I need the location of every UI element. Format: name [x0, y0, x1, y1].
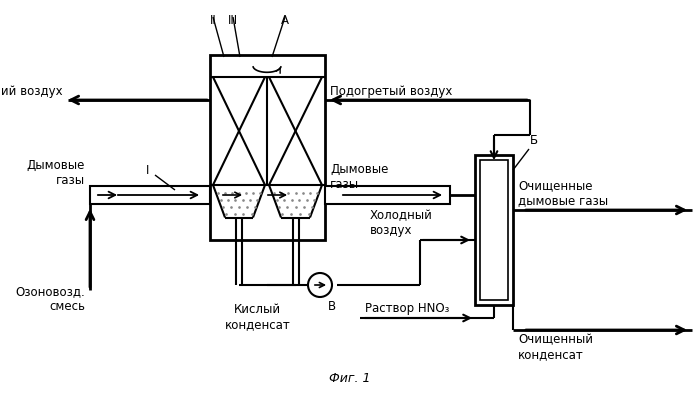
Bar	[325, 186, 450, 204]
Text: III: III	[228, 14, 238, 27]
Bar	[480, 160, 508, 300]
Bar	[475, 155, 513, 305]
Text: Озоновозд.
смесь: Озоновозд. смесь	[15, 285, 85, 313]
Text: Дымовые
газы: Дымовые газы	[330, 163, 389, 191]
Text: Холодный
воздух: Холодный воздух	[370, 209, 433, 237]
Bar	[90, 186, 210, 204]
Text: А: А	[281, 14, 289, 27]
Text: Подогретый воздух: Подогретый воздух	[330, 85, 452, 98]
Text: Дымовые
газы: Дымовые газы	[27, 159, 85, 187]
Text: II: II	[210, 14, 217, 27]
Text: В: В	[328, 300, 336, 313]
Text: Очищенные
дымовые газы: Очищенные дымовые газы	[518, 179, 608, 207]
Text: I: I	[146, 164, 150, 176]
Text: Кислый
конденсат: Кислый конденсат	[224, 303, 290, 331]
Text: Б: Б	[530, 134, 538, 147]
Text: Фиг. 1: Фиг. 1	[329, 372, 370, 385]
Text: Горячий воздух: Горячий воздух	[0, 85, 63, 98]
Bar	[210, 55, 325, 240]
Text: Раствор HNO₃: Раствор HNO₃	[365, 302, 449, 315]
Text: Очищенный
конденсат: Очищенный конденсат	[518, 333, 593, 361]
